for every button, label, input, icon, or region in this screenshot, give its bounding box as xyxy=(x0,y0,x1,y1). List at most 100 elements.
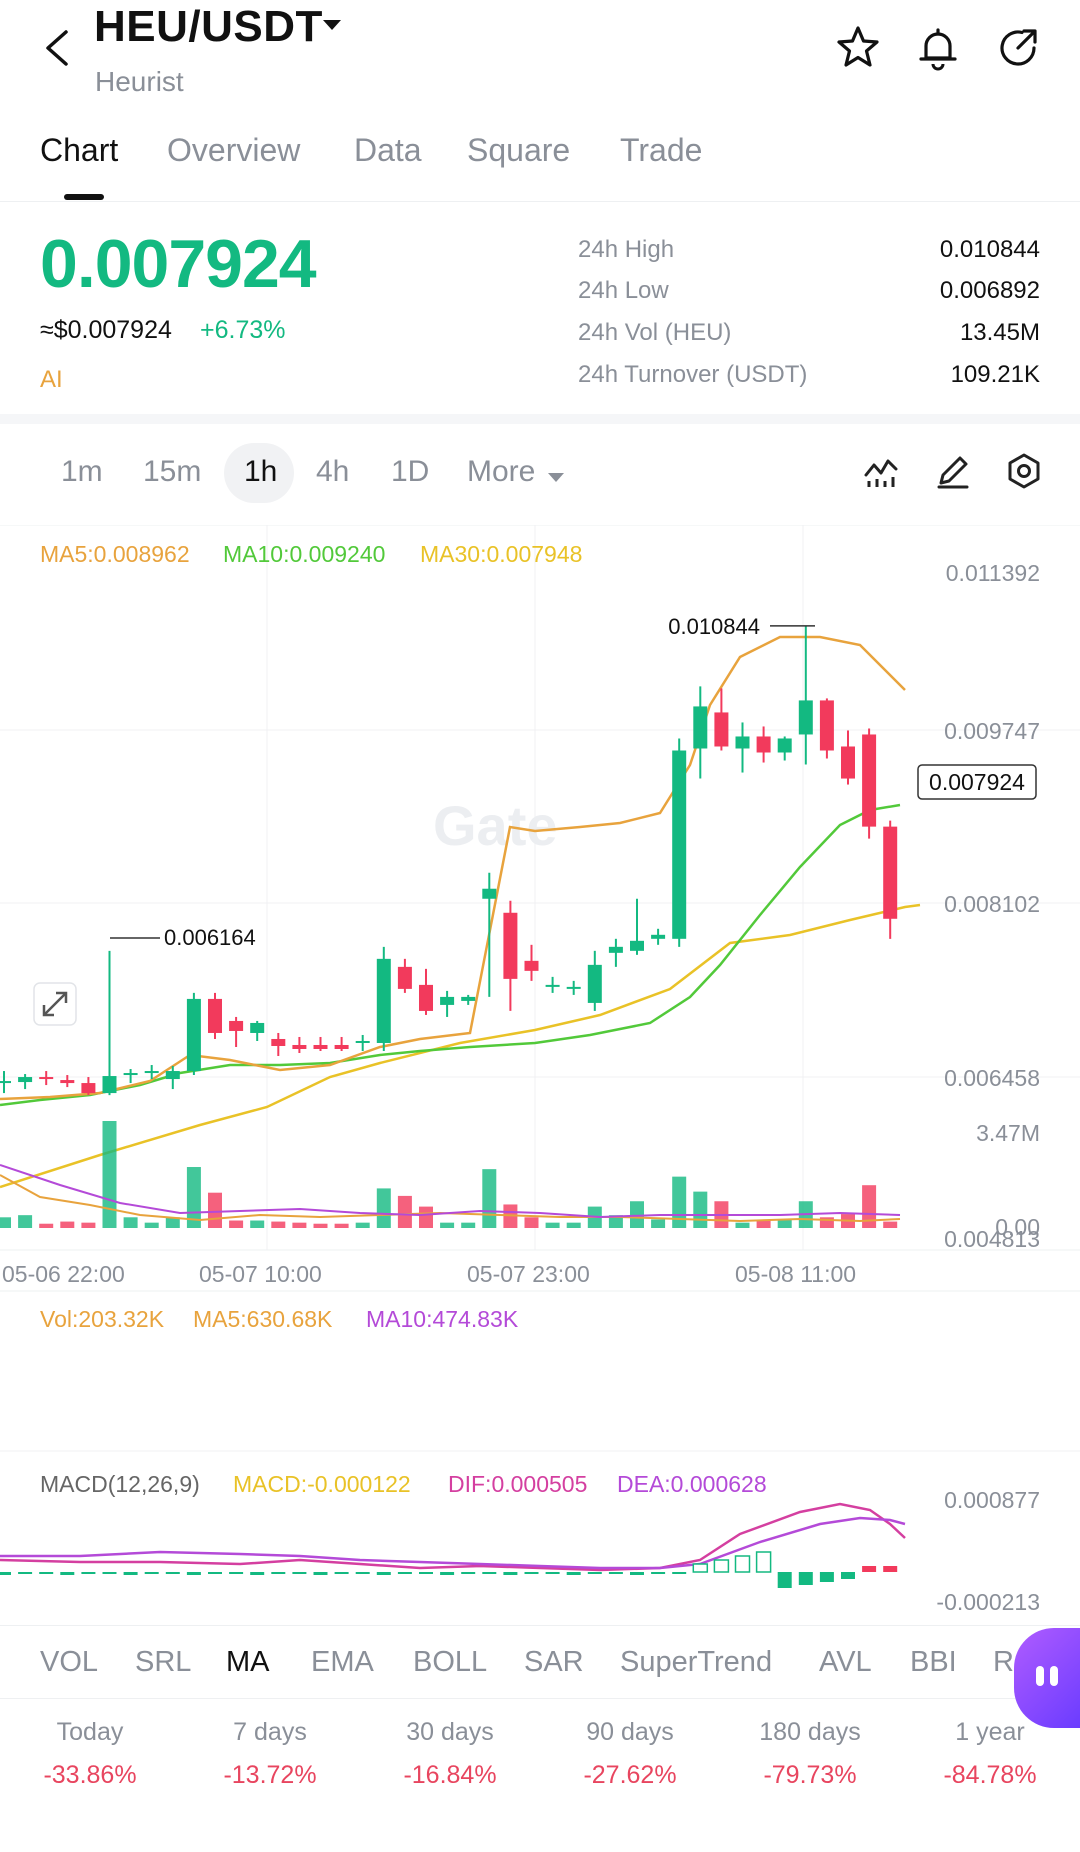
more-caret-icon[interactable] xyxy=(548,473,564,482)
candle-body xyxy=(208,998,222,1033)
candle-body xyxy=(798,700,813,735)
last-price-box xyxy=(917,764,1037,800)
share-icon[interactable] xyxy=(992,22,1044,74)
kline-chart[interactable]: Gate 0.011392 0.009747 0.008102 0.006458… xyxy=(0,524,1080,1620)
performance-row: Today -33.86% 7 days -13.72% 30 days -16… xyxy=(0,1710,1080,1830)
macd-histogram xyxy=(0,1551,898,1588)
interval-15m[interactable]: 15m xyxy=(143,455,202,488)
macd-histogram-bar xyxy=(123,1572,138,1575)
candle-body xyxy=(229,1020,244,1031)
expand-icon[interactable] xyxy=(33,982,77,1026)
assistant-bot-button[interactable] xyxy=(1014,1628,1080,1728)
volume-bar xyxy=(81,1222,96,1228)
volume-bar xyxy=(229,1220,244,1228)
last-price: 0.007924 xyxy=(40,226,317,302)
macd-histogram-bar xyxy=(208,1572,222,1574)
macd-histogram-bar xyxy=(482,1572,497,1574)
volume-bar xyxy=(165,1217,180,1228)
tab-data[interactable]: Data xyxy=(354,132,422,168)
candle-body xyxy=(735,736,750,749)
candle-body xyxy=(292,1044,307,1049)
macd-axis-label: -0.000213 xyxy=(936,1589,1040,1615)
candle-body xyxy=(334,1044,349,1049)
interval-1d[interactable]: 1D xyxy=(391,455,430,488)
volume-bar xyxy=(777,1219,792,1228)
candle-body xyxy=(630,940,644,951)
volume-bar xyxy=(566,1222,581,1228)
volume-bars xyxy=(0,1121,898,1228)
macd-histogram-bar xyxy=(630,1572,644,1575)
bot-eye-icon xyxy=(1036,1666,1044,1686)
indicator-boll[interactable]: BOLL xyxy=(413,1646,488,1678)
candle-body xyxy=(397,966,412,989)
indicator-icon[interactable] xyxy=(861,451,901,491)
candle-body xyxy=(651,934,666,939)
indicator-ema[interactable]: EMA xyxy=(311,1646,374,1678)
candle-body xyxy=(186,998,201,1072)
dif-line xyxy=(0,1502,906,1572)
interval-4h[interactable]: 4h xyxy=(316,455,350,488)
interval-more[interactable]: More xyxy=(467,455,536,488)
bell-icon[interactable] xyxy=(912,22,964,74)
volume-bar xyxy=(862,1185,877,1228)
interval-1m[interactable]: 1m xyxy=(61,455,103,488)
indicator-avl[interactable]: AVL xyxy=(819,1646,872,1678)
vol-ma5-legend: MA5:630.68K xyxy=(193,1306,333,1332)
candle-body xyxy=(102,1076,117,1094)
perf-label: 90 days xyxy=(586,1718,674,1746)
stat-low-label: 24h Low xyxy=(578,277,669,304)
perf-label: 7 days xyxy=(233,1718,307,1746)
stat-turnover-value: 109.21K xyxy=(950,361,1040,388)
candle-body xyxy=(777,738,792,753)
macd-histogram-bar xyxy=(376,1572,391,1575)
volume-bar xyxy=(419,1206,433,1228)
indicator-vol[interactable]: VOL xyxy=(40,1646,99,1678)
perf-7d: 7 days -13.72% xyxy=(185,1710,355,1790)
indicator-ma[interactable]: MA xyxy=(226,1646,270,1678)
macd-histogram-bar xyxy=(587,1572,602,1574)
tab-trade[interactable]: Trade xyxy=(620,132,703,168)
indicator-supertrend[interactable]: SuperTrend xyxy=(620,1646,773,1678)
candle-body xyxy=(883,826,898,919)
app-header: HEU/USDT Heurist xyxy=(0,0,1080,110)
time-axis-label: 05-08 11:00 xyxy=(735,1261,856,1287)
back-arrow-icon[interactable] xyxy=(38,26,78,70)
macd-histogram-bar xyxy=(81,1572,96,1574)
ma5-legend: MA5:0.008962 xyxy=(40,541,190,567)
settings-gear-icon[interactable] xyxy=(1004,451,1044,491)
macd-histogram-bar xyxy=(755,1551,772,1573)
macd-histogram-bar xyxy=(0,1572,11,1575)
stat-vol-value: 13.45M xyxy=(959,319,1040,346)
ma-lines xyxy=(0,635,921,1189)
volume-bar xyxy=(250,1220,265,1228)
volume-bar xyxy=(355,1222,370,1228)
volume-bar xyxy=(883,1221,898,1228)
perf-today: Today -33.86% xyxy=(5,1710,175,1790)
perf-90d: 90 days -27.62% xyxy=(545,1710,715,1790)
macd-histogram-bar xyxy=(734,1555,751,1573)
volume-bar xyxy=(102,1121,117,1228)
kline-chart-svg[interactable]: Gate 0.011392 0.009747 0.008102 0.006458… xyxy=(0,524,1080,1620)
macd-histogram-bar xyxy=(39,1572,54,1574)
interval-1h[interactable]: 1h xyxy=(244,455,278,488)
candle-body xyxy=(503,912,518,979)
tab-square[interactable]: Square xyxy=(467,132,571,168)
tab-overview[interactable]: Overview xyxy=(167,132,301,168)
tab-chart[interactable]: Chart xyxy=(40,132,119,168)
pair-title[interactable]: HEU/USDT xyxy=(94,2,323,51)
indicator-bbi[interactable]: BBI xyxy=(910,1646,957,1678)
candle-body xyxy=(841,746,855,779)
indicator-sar[interactable]: SAR xyxy=(524,1646,584,1678)
pair-dropdown-caret-icon[interactable] xyxy=(323,20,341,30)
indicator-srl[interactable]: SRL xyxy=(135,1646,192,1678)
draw-pencil-icon[interactable] xyxy=(933,451,973,491)
price-axis-label: 0.004813 xyxy=(944,1226,1040,1252)
perf-30d: 30 days -16.84% xyxy=(365,1710,535,1790)
volume-bar xyxy=(0,1217,11,1228)
vol-ma10-legend: MA10:474.83K xyxy=(366,1306,519,1332)
ma10-legend: MA10:0.009240 xyxy=(223,541,386,567)
volume-bar xyxy=(334,1223,349,1228)
star-icon[interactable] xyxy=(832,22,884,74)
candle-body xyxy=(81,1083,96,1094)
ai-badge[interactable]: AI xyxy=(40,366,63,393)
